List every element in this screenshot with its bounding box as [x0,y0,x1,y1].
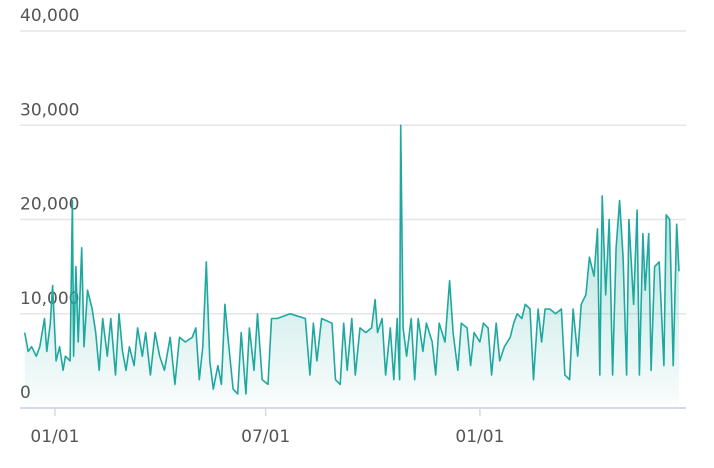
y-tick-label: 20,000 [20,195,79,215]
line [23,124,680,395]
x-tick-label: 01/01 [455,427,504,447]
x-tick-label: 01/01 [30,427,79,447]
x-tick-label: 07/01 [241,427,290,447]
y-tick-label: 30,000 [20,100,79,120]
area-fill [24,125,679,405]
y-tick-label: 10,000 [20,289,79,309]
y-tick-label: 40,000 [20,6,79,26]
